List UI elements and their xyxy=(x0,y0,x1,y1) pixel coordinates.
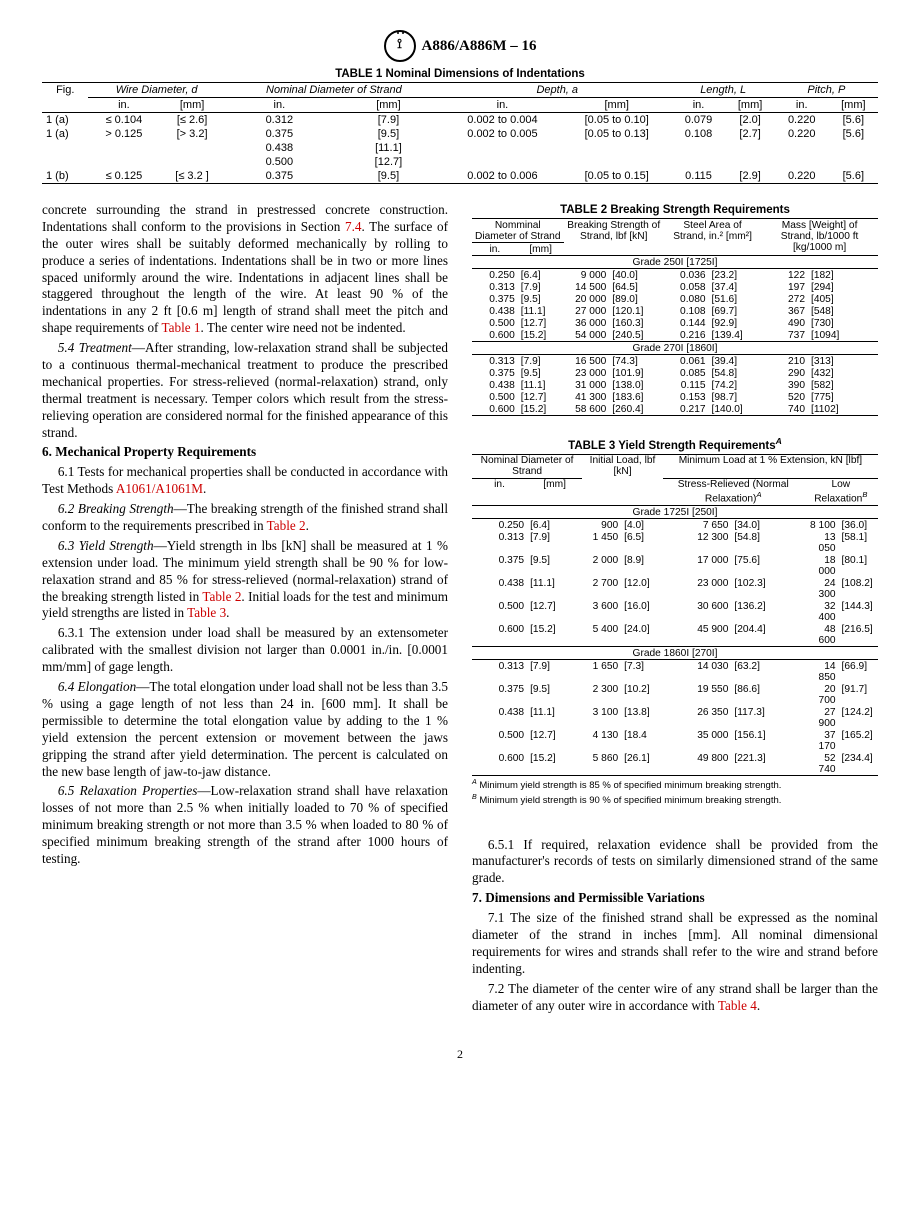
t3-title-text: TABLE 3 Yield Strength Requirements xyxy=(568,440,775,452)
p-text: 6.5.1 If required, relaxation evidence s… xyxy=(472,837,878,888)
ref-link[interactable]: Table 1 xyxy=(162,320,201,335)
table3-footnote-b: B Minimum yield strength is 90 % of spec… xyxy=(472,793,878,806)
table3: Nominal Diameter of StrandInitial Load, … xyxy=(472,454,878,776)
right-column: TABLE 2 Breaking Strength Requirements N… xyxy=(472,202,878,1017)
p-text: . xyxy=(203,481,206,496)
ref-link[interactable]: Table 3 xyxy=(187,605,226,620)
section-heading: 6. Mechanical Property Requirements xyxy=(42,444,448,461)
p-text: 6.3.1 The extension under load shall be … xyxy=(42,625,448,676)
p-text: . The surface of the outer wires shall b… xyxy=(42,219,448,335)
table2: Nomminal Diameter of StrandBreaking Stre… xyxy=(472,218,878,416)
clause-head: 5.4 Treatment xyxy=(58,340,132,355)
ref-link[interactable]: 7.4 xyxy=(345,219,361,234)
page-number: 2 xyxy=(42,1047,878,1062)
clause-head: 6.4 Elongation xyxy=(58,679,136,694)
section-heading: 7. Dimensions and Permissible Variations xyxy=(472,890,878,907)
p-text: . xyxy=(306,518,309,533)
ref-link[interactable]: A1061/A1061M xyxy=(116,481,203,496)
p-text: 7.2 The diameter of the center wire of a… xyxy=(472,981,878,1013)
p-text: . The center wire need not be indented. xyxy=(201,320,406,335)
clause-head: 6.5 Relaxation Properties xyxy=(58,783,198,798)
designation: A886/A886M – 16 xyxy=(422,38,537,55)
p-text: 7.1 The size of the finished strand shal… xyxy=(472,910,878,978)
p-text: 6.1 Tests for mechanical properties shal… xyxy=(42,464,448,496)
table1: Fig.Wire Diameter, dNominal Diameter of … xyxy=(42,82,878,184)
table3-title: TABLE 3 Yield Strength RequirementsA xyxy=(472,436,878,452)
table1-title: TABLE 1 Nominal Dimensions of Indentatio… xyxy=(42,68,878,80)
ref-link[interactable]: Table 2 xyxy=(267,518,306,533)
p-text: . xyxy=(226,605,229,620)
clause-head: 6.2 Breaking Strength xyxy=(58,501,174,516)
t3-sup: A xyxy=(776,436,782,446)
table3-footnote-a: A Minimum yield strength is 85 % of spec… xyxy=(472,778,878,791)
table2-title: TABLE 2 Breaking Strength Requirements xyxy=(472,204,878,216)
left-column: concrete surrounding the strand in prest… xyxy=(42,202,448,1017)
p-text: . xyxy=(757,998,760,1013)
clause-head: 6.3 Yield Strength xyxy=(58,538,154,553)
astm-logo-icon: ⟟ xyxy=(384,30,416,62)
ref-link[interactable]: Table 2 xyxy=(202,589,241,604)
document-header: ⟟ A886/A886M – 16 xyxy=(42,30,878,62)
ref-link[interactable]: Table 4 xyxy=(718,998,757,1013)
